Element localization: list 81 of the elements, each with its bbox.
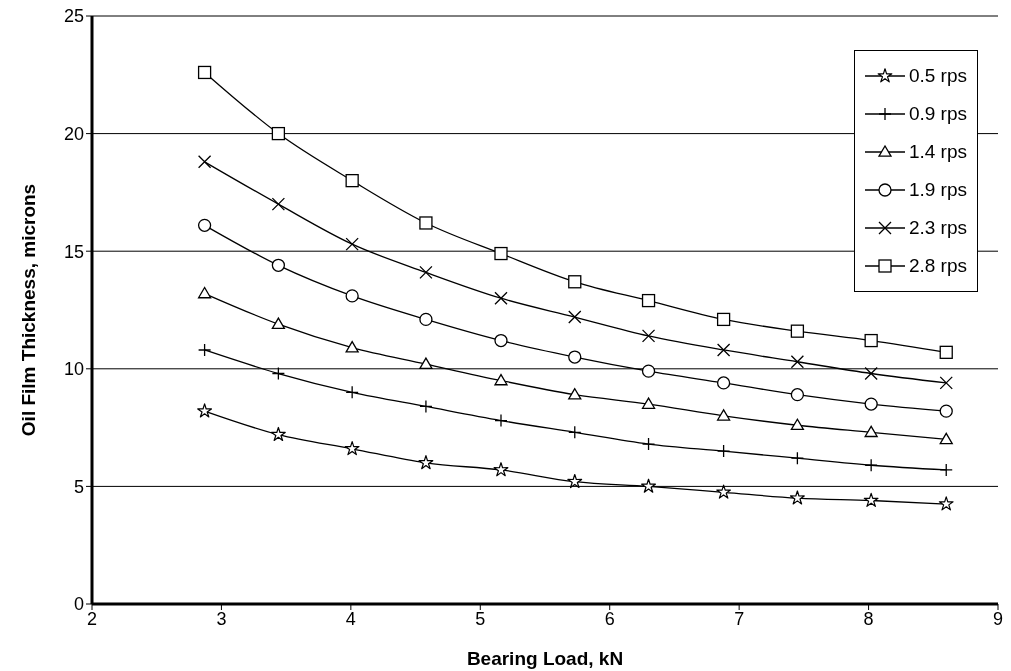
y-tick-label: 0 (73, 594, 84, 615)
point (716, 409, 731, 421)
legend-label: 1.9 rps (908, 179, 967, 201)
point (641, 364, 656, 378)
x-tick-label: 7 (734, 608, 745, 629)
point (344, 440, 360, 456)
point (716, 376, 731, 390)
point (345, 173, 359, 188)
y-tick-label: 25 (63, 6, 84, 27)
point (568, 388, 582, 400)
point (938, 496, 954, 511)
point (197, 286, 212, 299)
y-axis-title: Oil Film Thickness, microns (17, 183, 39, 437)
point (716, 343, 731, 357)
point (271, 197, 286, 211)
point (197, 155, 212, 169)
point (716, 312, 731, 327)
point (939, 376, 953, 390)
point (939, 404, 953, 418)
point (790, 388, 805, 402)
y-tick-label: 15 (63, 241, 84, 262)
point (716, 484, 732, 499)
legend-label: 1.4 rps (908, 141, 967, 163)
y-tick-label: 10 (63, 359, 84, 380)
x-axis-title: Bearing Load, kN (466, 648, 624, 669)
point (419, 216, 433, 230)
point (641, 478, 656, 493)
point (271, 366, 286, 381)
x-tick-label: 8 (863, 608, 874, 629)
y-tick-label: 5 (73, 476, 84, 497)
point (939, 432, 953, 445)
point (494, 246, 508, 261)
x-tick-label: 3 (216, 608, 227, 629)
point (641, 293, 656, 308)
point (345, 289, 359, 303)
point (493, 462, 509, 477)
point (419, 265, 433, 280)
point (568, 350, 582, 364)
point (271, 126, 286, 141)
legend-label: 0.9 rps (908, 103, 967, 125)
point (789, 490, 805, 505)
point (864, 366, 878, 381)
point (197, 65, 212, 80)
point (864, 397, 878, 411)
legend-label: 2.8 rps (908, 255, 967, 277)
point (790, 451, 805, 465)
point (790, 418, 805, 431)
point (197, 218, 212, 232)
legend-label: 2.3 rps (908, 217, 967, 239)
point (271, 258, 286, 272)
point (494, 373, 508, 386)
x-tick-label: 9 (992, 608, 1004, 629)
point (418, 455, 434, 470)
y-tick-label: 20 (63, 123, 84, 144)
point (271, 317, 286, 329)
point (567, 473, 583, 489)
point (494, 291, 508, 305)
point (641, 329, 656, 343)
point (790, 355, 805, 369)
point (568, 275, 582, 289)
point (419, 312, 433, 327)
point (419, 357, 433, 369)
point (864, 333, 878, 348)
point (568, 310, 582, 324)
point (939, 345, 953, 359)
point (345, 237, 359, 251)
point (494, 333, 508, 348)
point (270, 426, 286, 442)
point (790, 324, 805, 338)
x-tick-label: 5 (475, 608, 486, 629)
point (864, 425, 878, 438)
point (197, 343, 212, 357)
legend-label: 0.5 rps (908, 65, 967, 87)
x-tick-label: 6 (604, 608, 615, 629)
point (197, 403, 213, 418)
x-tick-label: 2 (86, 608, 98, 629)
point (641, 397, 656, 409)
point (345, 340, 359, 353)
point (863, 492, 879, 507)
x-tick-label: 4 (345, 608, 356, 629)
point (641, 437, 656, 451)
